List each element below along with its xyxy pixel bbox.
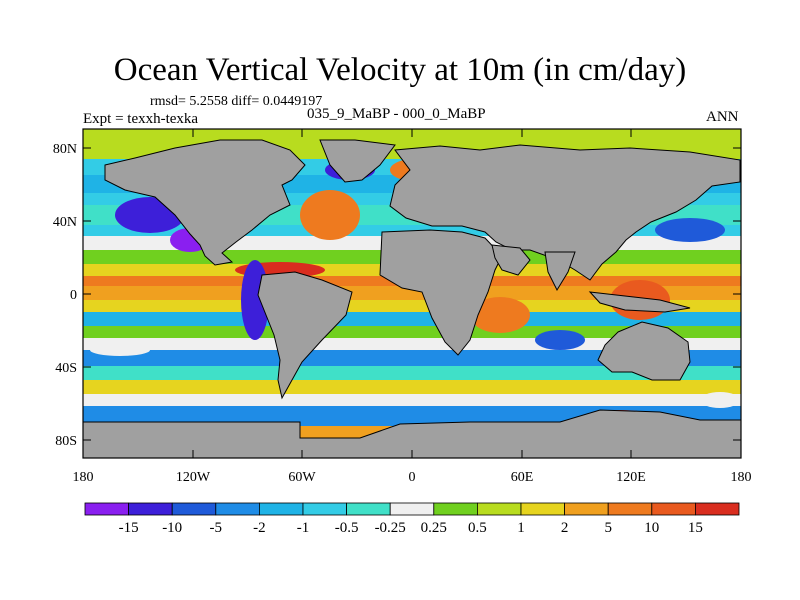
land-antarctica <box>83 409 741 458</box>
colorbar-swatch <box>695 502 740 516</box>
lon-label: 60E <box>511 470 534 485</box>
stats-text: rmsd= 5.2558 diff= 0.0449197 <box>150 94 323 109</box>
land-north-america <box>104 139 306 266</box>
land-india <box>544 251 576 292</box>
lon-ticks <box>192 129 632 458</box>
land-australia <box>597 321 691 381</box>
colorbar-label: -5 <box>210 520 223 536</box>
colorbar-swatch <box>302 502 347 516</box>
colorbar-label: 10 <box>644 520 659 536</box>
colorbar-label: 2 <box>561 520 569 536</box>
colorbar-label: -1 <box>297 520 310 536</box>
colorbar-swatch <box>171 502 217 516</box>
colorbar-swatch <box>258 502 304 516</box>
lat-label: 0 <box>70 288 77 303</box>
land-indonesia <box>588 291 691 313</box>
colorbar-swatch <box>215 502 260 516</box>
lat-label: 80N <box>53 142 77 157</box>
map-plot-area <box>83 129 741 458</box>
field-band <box>83 380 741 394</box>
lon-label: 0 <box>409 470 416 485</box>
colorbar-label: 15 <box>688 520 703 536</box>
field-anomaly <box>700 392 740 408</box>
land-arabia <box>491 244 531 276</box>
map-title: Ocean Vertical Velocity at 10m (in cm/da… <box>113 52 687 88</box>
colorbar-label: 0.25 <box>421 520 447 536</box>
land-africa <box>379 229 503 356</box>
lon-label: 180 <box>731 470 752 485</box>
colorbar-swatch <box>346 502 391 516</box>
colorbar-label: 0.5 <box>468 520 487 536</box>
season-label: ANN <box>706 109 739 125</box>
colorbar-label: -15 <box>119 520 139 536</box>
lon-label: 120E <box>616 470 646 485</box>
lat-ticks <box>83 147 741 441</box>
lat-labels: 80N 40N 0 40S 80S <box>53 142 77 449</box>
lon-label: 180 <box>73 470 94 485</box>
lon-label: 120W <box>176 470 211 485</box>
field-anomaly <box>535 330 585 350</box>
field-anomaly <box>300 190 360 240</box>
colorbar-label: -10 <box>162 520 182 536</box>
colorbar-label: -0.5 <box>335 520 359 536</box>
colorbar-swatch <box>607 502 653 516</box>
comparison-label: 035_9_MaBP - 000_0_MaBP <box>307 106 486 122</box>
field-anomaly <box>90 344 150 356</box>
lat-label: 40S <box>55 361 77 376</box>
colorbar-label: -2 <box>253 520 266 536</box>
lon-label: 60W <box>288 470 316 485</box>
colorbar-swatch <box>128 502 173 516</box>
colorbar-swatch <box>84 502 129 516</box>
colorbar-swatch <box>389 502 435 516</box>
colorbar-label: 1 <box>517 520 525 536</box>
field-anomaly <box>655 218 725 242</box>
colorbar-labels: -15 -10 -5 -2 -1 -0.5 -0.25 0.25 0.5 1 2 5 10 15 <box>119 520 703 536</box>
lon-labels: 180 120W 60W 0 60E 120E 180 <box>73 470 752 485</box>
field-band <box>83 366 741 380</box>
field-band <box>83 350 741 366</box>
lat-label: 80S <box>55 434 77 449</box>
lat-label: 40N <box>53 215 77 230</box>
colorbar-label: 5 <box>604 520 612 536</box>
field-band <box>83 394 741 406</box>
land-south-america <box>257 271 353 400</box>
colorbar-label: -0.25 <box>375 520 406 536</box>
experiment-label: Expt = texxh-texka <box>83 111 199 127</box>
colorbar-swatch <box>520 502 565 516</box>
colorbar-swatch <box>433 502 478 516</box>
colorbar <box>84 502 740 516</box>
colorbar-swatch <box>476 502 522 516</box>
colorbar-swatch <box>564 502 609 516</box>
colorbar-swatch <box>651 502 696 516</box>
land-eurasia <box>389 144 741 281</box>
land-greenland <box>319 139 396 183</box>
field-anomaly <box>470 297 530 333</box>
land-masses <box>83 139 741 458</box>
